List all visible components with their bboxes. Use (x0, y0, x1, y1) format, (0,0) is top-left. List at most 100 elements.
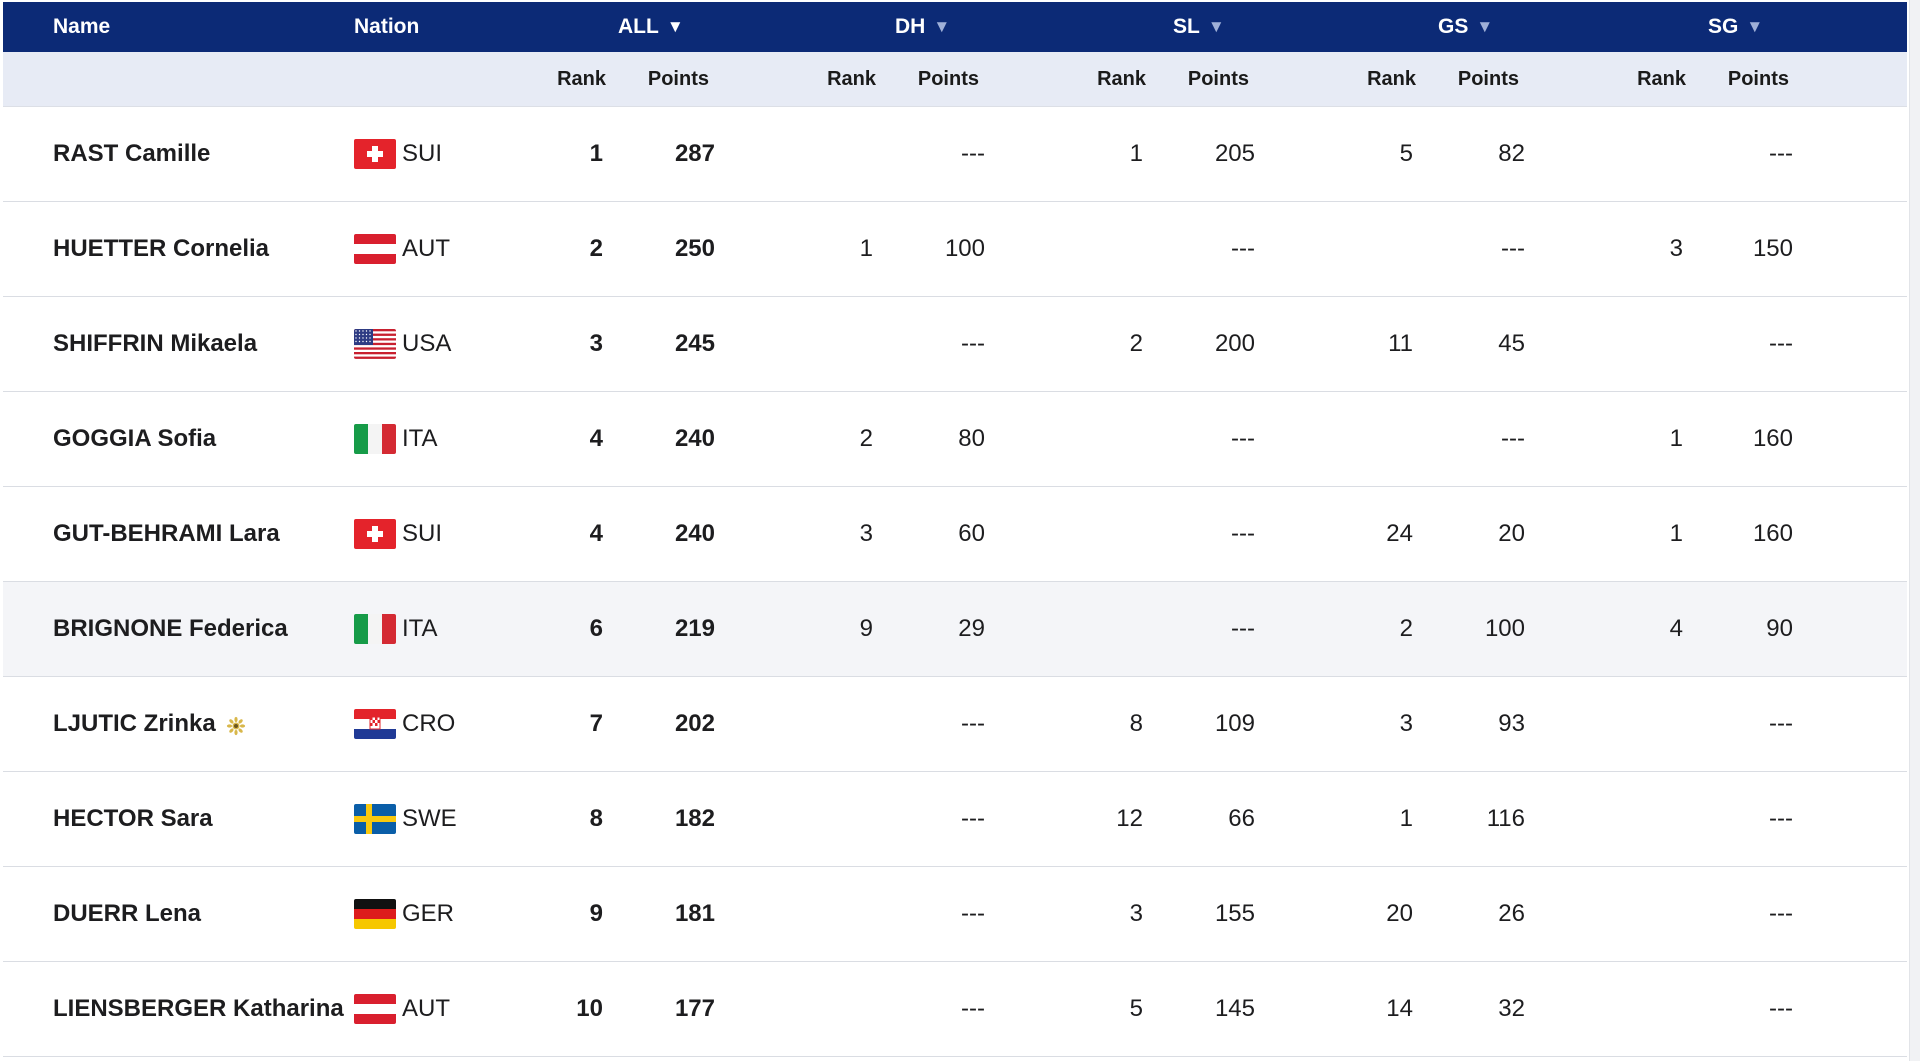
dh-points: --- (961, 140, 985, 167)
athlete-name[interactable]: HECTOR Sara (53, 772, 213, 866)
nation-code: AUT (402, 235, 450, 262)
sl-points: --- (1231, 425, 1255, 452)
sg-rank (1603, 297, 1683, 391)
points-subheader-sl: Points (1187, 67, 1249, 90)
gs-points: 100 (1484, 615, 1525, 642)
nation-cell: GER (354, 867, 454, 961)
dh-points: --- (961, 995, 985, 1022)
gs-rank: 1 (1399, 805, 1413, 832)
sort-arrow-icon: ▼ (1207, 17, 1225, 36)
rank-subheader-gs: Rank (1367, 67, 1416, 90)
dh-rank: 2 (859, 425, 873, 452)
athlete-name-text: LIENSBERGER Katharina (53, 995, 344, 1022)
sg-rank (1603, 107, 1683, 201)
athlete-name-text: BRIGNONE Federica (53, 615, 288, 642)
sl-rank: 5 (1129, 995, 1143, 1022)
all-rank: 7 (589, 710, 603, 737)
sg-rank: 4 (1669, 615, 1683, 642)
dh-rank (793, 107, 873, 201)
gs-rank: 14 (1386, 995, 1413, 1022)
athlete-name-text: GUT-BEHRAMI Lara (53, 520, 280, 547)
table-row[interactable]: DUERR Lena GER 9 181 --- 3 155 20 26 --- (3, 867, 1907, 962)
all-points: 181 (674, 900, 715, 927)
gs-rank (1333, 392, 1413, 486)
discipline-tab-sg[interactable]: SG ▼ (1708, 15, 1764, 38)
sg-points: --- (1769, 140, 1793, 167)
nation-cell: SWE (354, 772, 457, 866)
athlete-name-text: RAST Camille (53, 140, 211, 167)
table-row[interactable]: HUETTER Cornelia AUT 2 250 1 100 --- --- 3 150 (3, 202, 1907, 297)
dh-rank (793, 962, 873, 1056)
discipline-tab-gs[interactable]: GS ▼ (1438, 15, 1494, 38)
nation-code: CRO (402, 710, 456, 737)
column-nation-header[interactable]: Nation (354, 15, 420, 38)
cro-flag-icon (354, 709, 396, 739)
nation-cell: USA (354, 297, 451, 391)
ita-flag-icon (354, 614, 396, 644)
dh-points: --- (961, 805, 985, 832)
table-body: RAST Camille SUI 1 287 --- 1 205 5 82 --- HUETTER … (3, 107, 1907, 1057)
sl-rank: 8 (1129, 710, 1143, 737)
rank-subheader-sg: Rank (1637, 67, 1686, 90)
sui-flag-icon (354, 139, 396, 169)
all-points: 177 (674, 995, 715, 1022)
column-name-header[interactable]: Name (53, 15, 111, 38)
athlete-name-text: HUETTER Cornelia (53, 235, 270, 262)
sg-rank: 1 (1669, 425, 1683, 452)
table-row[interactable]: GOGGIA Sofia ITA 4 240 2 80 --- --- 1 160 (3, 392, 1907, 487)
athlete-name[interactable]: RAST Camille (53, 107, 210, 201)
swe-flag-icon (354, 804, 396, 834)
dh-rank (793, 772, 873, 866)
table-row[interactable]: LJUTIC Zrinka CRO 7 202 --- 8 109 3 93 --- (3, 677, 1907, 772)
athlete-name[interactable]: LIENSBERGER Katharina (53, 962, 344, 1056)
sg-rank (1603, 867, 1683, 961)
table-header: Name Nation ALL ▼ DH ▼ SL ▼ GS ▼ SG ▼ (3, 2, 1907, 52)
gs-rank (1333, 202, 1413, 296)
nation-cell: SUI (354, 107, 442, 201)
gs-points: 116 (1486, 805, 1525, 832)
all-rank: 6 (589, 615, 603, 642)
sl-points: 109 (1214, 710, 1255, 737)
table-row[interactable]: RAST Camille SUI 1 287 --- 1 205 5 82 --- (3, 107, 1907, 202)
table-row[interactable]: SHIFFRIN Mikaela USA 3 245 --- 2 200 11 45 --- (3, 297, 1907, 392)
sl-rank: 2 (1129, 330, 1143, 357)
gs-points: 93 (1498, 710, 1525, 737)
sl-points: 155 (1214, 900, 1255, 927)
gs-rank: 3 (1399, 710, 1413, 737)
table-row[interactable]: GUT-BEHRAMI Lara SUI 4 240 3 60 --- 24 20 1 160 (3, 487, 1907, 582)
table-row[interactable]: HECTOR Sara SWE 8 182 --- 12 66 1 116 --- (3, 772, 1907, 867)
sl-points: --- (1231, 520, 1255, 547)
athlete-name[interactable]: HUETTER Cornelia (53, 202, 269, 296)
discipline-tab-dh[interactable]: DH ▼ (895, 15, 951, 38)
athlete-name[interactable]: BRIGNONE Federica (53, 582, 288, 676)
dh-rank (793, 677, 873, 771)
discipline-tab-sl[interactable]: SL ▼ (1173, 15, 1225, 38)
sg-rank (1603, 962, 1683, 1056)
all-rank: 8 (589, 805, 603, 832)
scrollbar[interactable] (1909, 0, 1920, 1061)
all-points: 202 (674, 710, 715, 737)
athlete-name-text: LJUTIC Zrinka (53, 710, 216, 737)
sg-rank: 3 (1669, 235, 1683, 262)
dh-points: 60 (958, 520, 985, 547)
nation-cell: CRO (354, 677, 455, 771)
athlete-name[interactable]: DUERR Lena (53, 867, 201, 961)
athlete-name[interactable]: GUT-BEHRAMI Lara (53, 487, 280, 581)
all-rank: 9 (589, 900, 603, 927)
athlete-name[interactable]: LJUTIC Zrinka (53, 677, 246, 771)
gs-rank: 5 (1399, 140, 1413, 167)
sl-rank: 12 (1116, 805, 1143, 832)
athlete-name[interactable]: GOGGIA Sofia (53, 392, 216, 486)
sort-arrow-icon: ▼ (1746, 17, 1764, 36)
athlete-name-text: HECTOR Sara (53, 805, 213, 832)
nation-code: GER (402, 900, 455, 927)
sg-points: 150 (1752, 235, 1793, 262)
athlete-name[interactable]: SHIFFRIN Mikaela (53, 297, 257, 391)
sort-arrow-icon: ▼ (1476, 17, 1494, 36)
sl-rank: 3 (1129, 900, 1143, 927)
discipline-tab-all[interactable]: ALL ▼ (618, 15, 684, 38)
table-row[interactable]: BRIGNONE Federica ITA 6 219 9 29 --- 2 100 4 90 (3, 582, 1907, 677)
gs-points: 82 (1498, 140, 1525, 167)
nation-code: ITA (402, 425, 438, 452)
table-row[interactable]: LIENSBERGER Katharina AUT 10 177 --- 5 145 14 32… (3, 962, 1907, 1057)
